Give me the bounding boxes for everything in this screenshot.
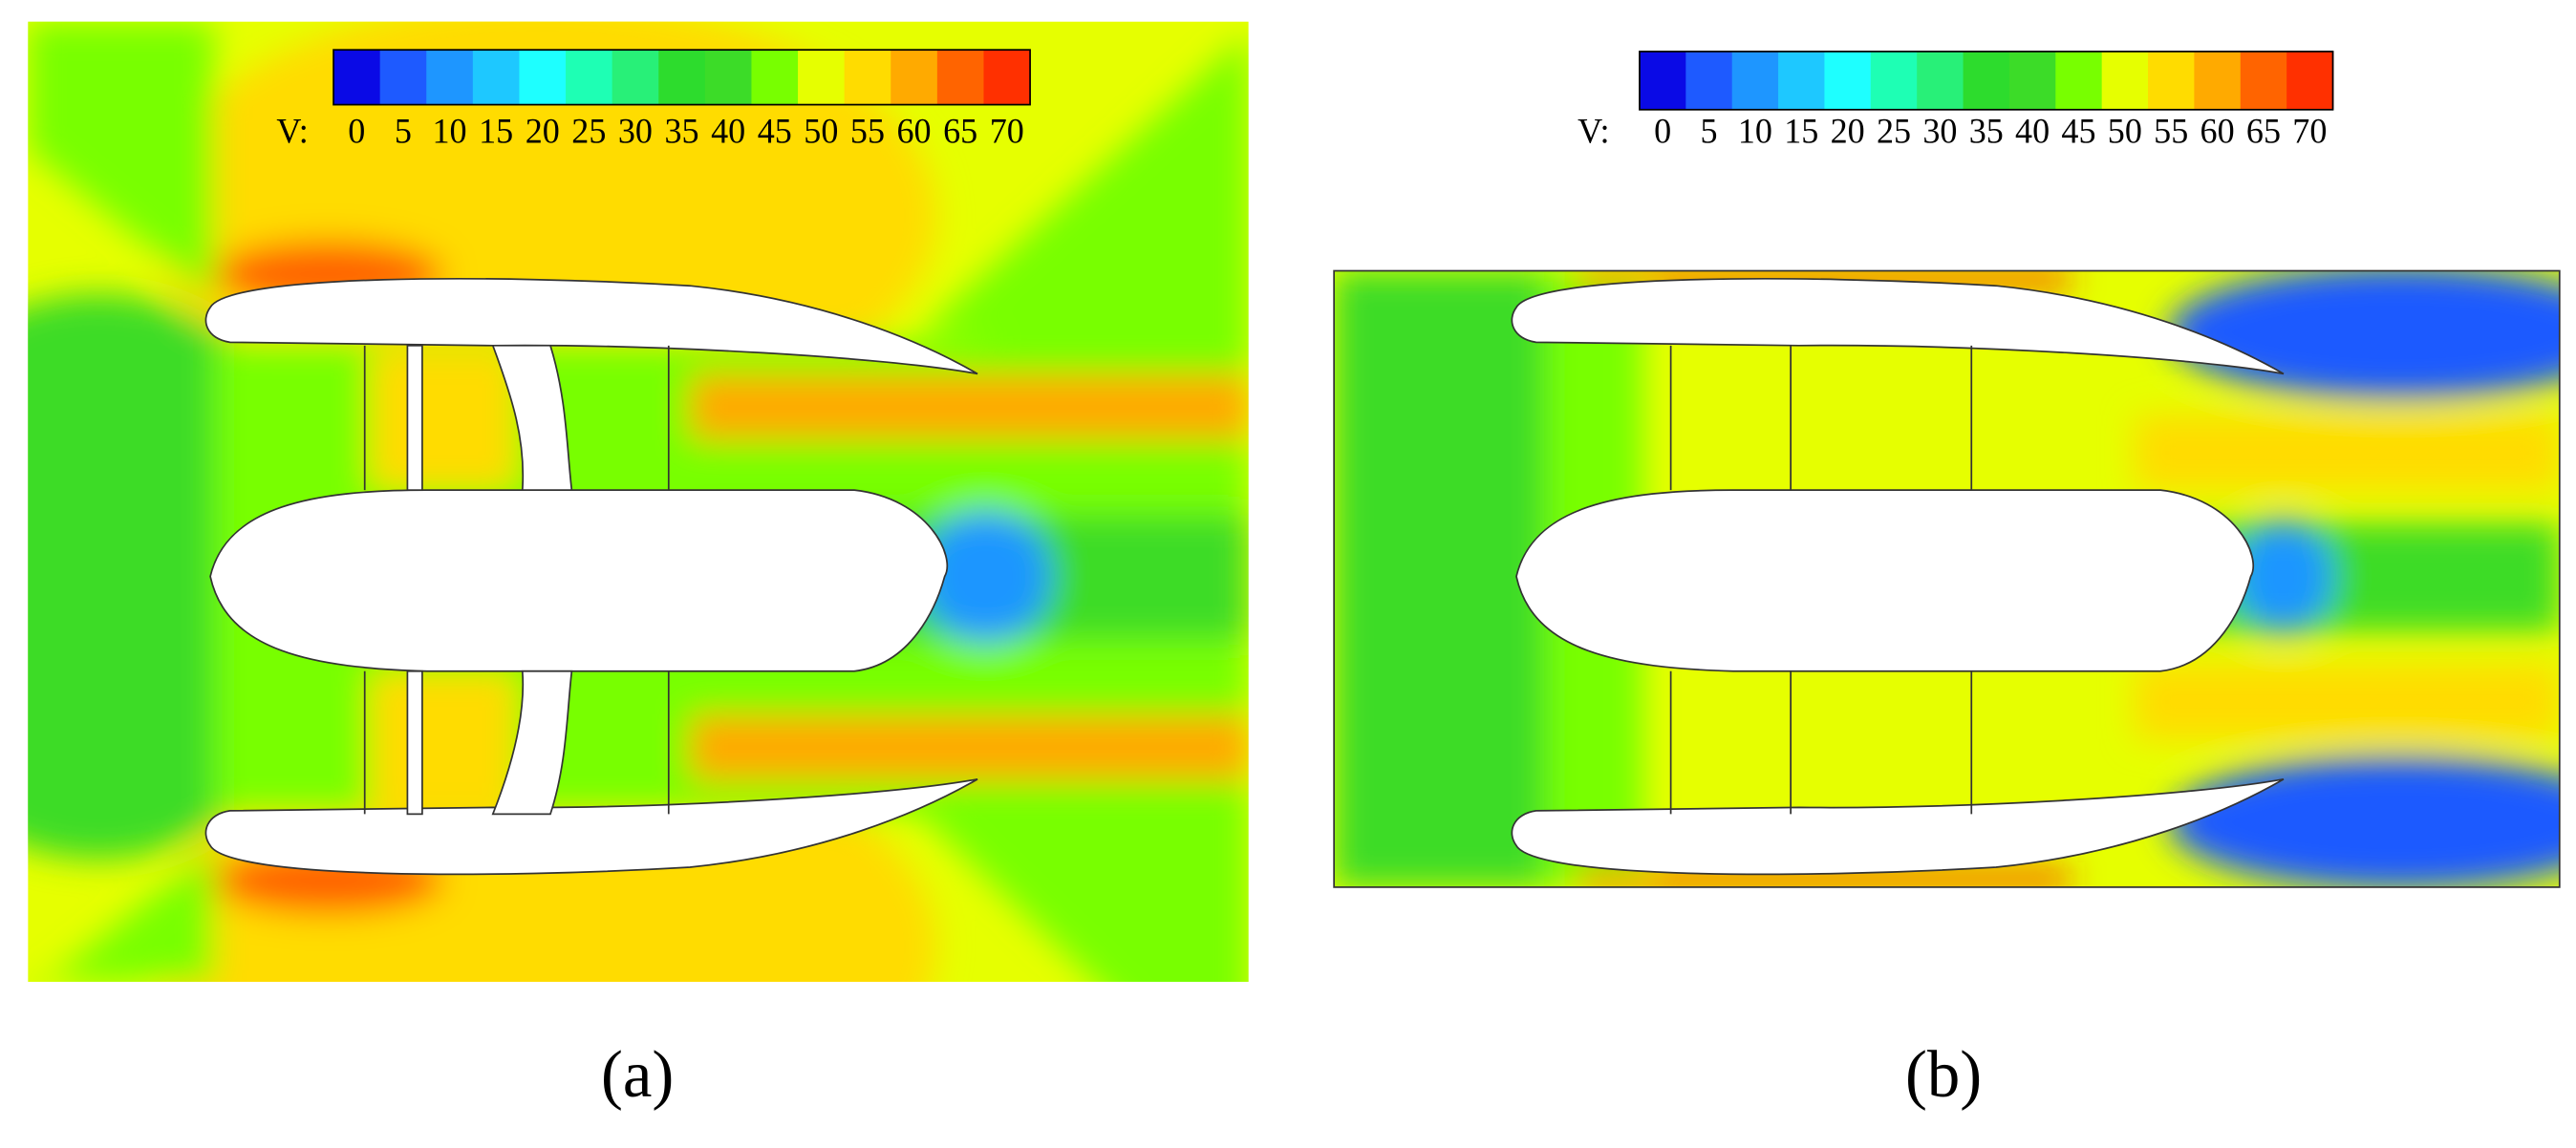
colorbar-tick-label: 35	[665, 112, 699, 150]
colorbar-bin	[2101, 51, 2149, 110]
colorbar-tick-label: 40	[711, 112, 745, 150]
colorbar-bin	[1963, 51, 2010, 110]
colorbar-frame	[333, 49, 1031, 106]
colorbar-tick-label: 25	[1877, 112, 1911, 150]
colorbar-tick-label: 10	[432, 112, 466, 150]
colorbar-tick-label: 0	[348, 112, 365, 150]
colorbar-tick-label: 0	[1654, 112, 1671, 150]
colorbar-tick-label: 20	[526, 112, 560, 150]
colorbar-tick-label: 55	[850, 112, 885, 150]
geometry-a	[204, 277, 978, 876]
colorbar-tick-label: 45	[2061, 112, 2095, 150]
colorbar-bin	[566, 50, 613, 105]
colorbar-bin	[1639, 51, 1687, 110]
caption: (a)	[601, 1037, 674, 1111]
colorbar-bin	[612, 50, 660, 105]
colorbar-tick-label: 55	[2154, 112, 2188, 150]
colorbar-bin	[983, 50, 1031, 105]
colorbar-tick-label: 15	[1784, 112, 1818, 150]
colorbar-bin	[891, 50, 938, 105]
colorbar-bin	[2055, 51, 2103, 110]
colorbar-tick-label: 15	[479, 112, 513, 150]
colorbar-bin	[1685, 51, 1733, 110]
colorbar-tick-label: 10	[1738, 112, 1772, 150]
colorbar-tick-label: 70	[990, 112, 1024, 150]
colorbar-bin	[704, 50, 753, 105]
geometry-b	[1511, 277, 2285, 876]
colorbar-tick-label: 40	[2015, 112, 2050, 150]
colorbar-bin	[658, 50, 706, 105]
colorbar-bin	[798, 50, 846, 105]
colorbar-tick-label: 35	[1969, 112, 2004, 150]
colorbar-tick-label: 45	[758, 112, 792, 150]
colorbar-bin	[1824, 51, 1872, 110]
colorbar-tick-label: 65	[2246, 112, 2281, 150]
colorbar-bin	[751, 50, 799, 105]
colorbar-tick-label: 5	[1700, 112, 1717, 150]
colorbar-tick-label: 20	[1831, 112, 1865, 150]
colorbar-tick-label: 50	[804, 112, 838, 150]
colorbar-tick-label: 70	[2292, 112, 2327, 150]
colorbar-tick-label: 60	[2200, 112, 2235, 150]
colorbar-bin	[844, 50, 892, 105]
colorbar-bin	[2286, 51, 2334, 110]
colorbar-tick-label: 60	[897, 112, 932, 150]
caption: (b)	[1905, 1037, 1982, 1111]
colorbar-tick-label: 30	[1922, 112, 1957, 150]
colorbar-tick-label: 5	[395, 112, 412, 150]
colorbar-bin	[1917, 51, 1964, 110]
colorbar-bin	[2240, 51, 2288, 110]
colorbar-tick-label: 65	[943, 112, 977, 150]
colorbar-label: V:	[276, 112, 308, 150]
colorbar-bin	[333, 50, 381, 105]
colorbar-frame	[1639, 51, 2334, 111]
colorbar-bin	[472, 50, 521, 105]
colorbar-bin	[1778, 51, 1826, 110]
colorbar-bin	[2008, 51, 2057, 110]
colorbar-tick-label: 25	[571, 112, 606, 150]
colorbar-bin	[519, 50, 567, 105]
colorbar-bin	[936, 50, 985, 105]
colorbar-bin	[426, 50, 474, 105]
colorbar-label: V:	[1578, 112, 1609, 150]
colorbar-tick-label: 30	[618, 112, 653, 150]
colorbar-tick-label: 50	[2108, 112, 2142, 150]
colorbars: V: 0 5 10 15 20 25 30 35 40 45 50 55 60 65 70 V: 0 5 10 15 20…	[276, 49, 2334, 151]
colorbar-bin	[379, 50, 428, 105]
colorbar-bin	[2148, 51, 2196, 110]
colorbar-bin	[1870, 51, 1919, 110]
colorbar-bin	[1731, 51, 1779, 110]
colorbar-bin	[2194, 51, 2242, 110]
